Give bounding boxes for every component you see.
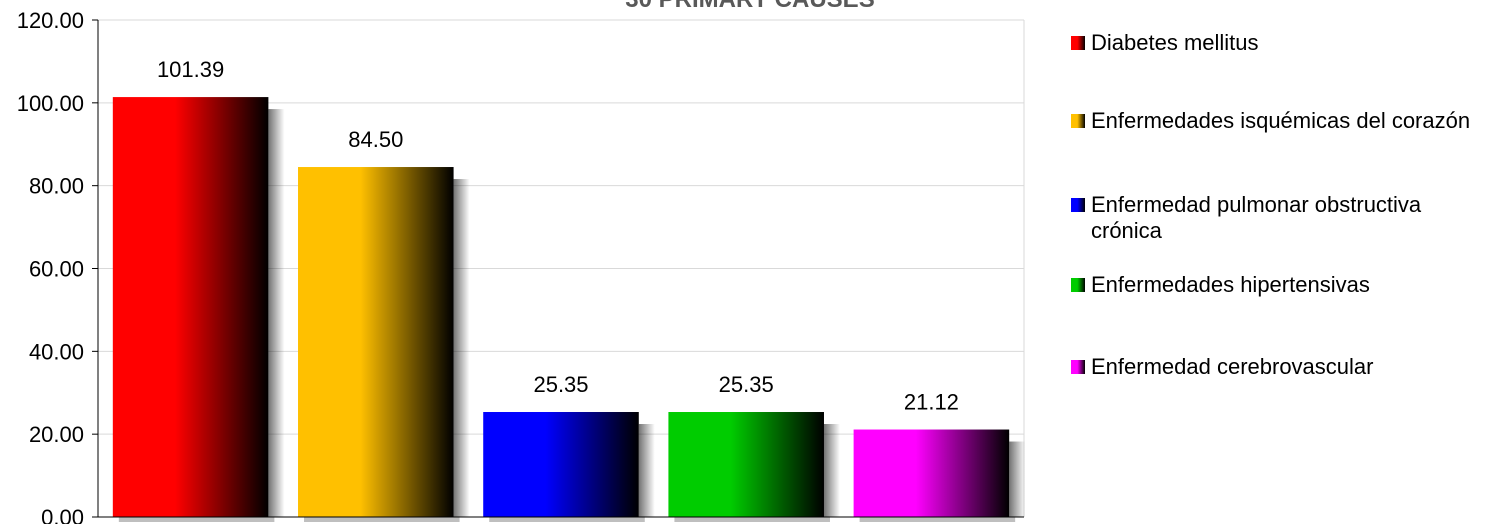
y-tick-labels: 0.00 20.00 40.00 60.00 80.00 100.00 120.00 (17, 8, 84, 524)
legend-label: Enfermedad cerebrovascular (1091, 354, 1374, 379)
data-labels: 101.39 84.50 25.35 25.35 21.12 (157, 57, 959, 414)
legend-swatch (1071, 360, 1085, 374)
bar-shadow (823, 424, 840, 517)
legend-swatch (1071, 198, 1085, 212)
axes (92, 19, 1024, 518)
bar-shadow-base (118, 517, 275, 522)
legend-label: Enfermedades isquémicas del corazón (1091, 108, 1471, 133)
bar-shadow (453, 179, 470, 517)
legend-swatch (1071, 278, 1085, 292)
data-label: 84.50 (348, 127, 403, 152)
y-tick-label: 60.00 (29, 257, 84, 282)
bar-shadow-base (674, 517, 830, 522)
bar-shadow-base (304, 517, 460, 522)
bar (112, 97, 269, 517)
legend-label: Enfermedad pulmonar obstructiva crónica (1091, 192, 1422, 243)
data-label: 101.39 (157, 57, 224, 82)
y-tick-label: 40.00 (29, 339, 84, 364)
bar-shadow (268, 109, 285, 517)
bar-shadow-base (489, 517, 645, 522)
bar-shadows (118, 109, 1026, 522)
bars (112, 97, 1010, 517)
y-tick-label: 0.00 (41, 505, 84, 524)
legend-label: Diabetes mellitus (1091, 30, 1259, 55)
y-tick-label: 20.00 (29, 422, 84, 447)
legend-item-cerebrovascular: Enfermedad cerebrovascular (1071, 354, 1491, 380)
bar (668, 412, 824, 517)
bar (853, 429, 1010, 517)
bar-shadow (1009, 441, 1026, 517)
legend-swatch (1071, 36, 1085, 50)
y-tick-label: 120.00 (17, 8, 84, 33)
bar-shadow-base (859, 517, 1016, 522)
legend-swatch (1071, 114, 1085, 128)
data-label: 25.35 (719, 372, 774, 397)
y-tick-label: 80.00 (29, 174, 84, 199)
legend-item-hipertensivas: Enfermedades hipertensivas (1071, 272, 1491, 298)
bar (298, 167, 454, 517)
chart-title: 30 PRIMARY CAUSES (560, 0, 940, 14)
legend-label: Enfermedades hipertensivas (1091, 272, 1370, 297)
legend-item-diabetes: Diabetes mellitus (1071, 30, 1491, 56)
y-tick-label: 100.00 (17, 91, 84, 116)
bar (483, 412, 639, 517)
legend-item-epoc: Enfermedad pulmonar obstructiva crónica (1071, 192, 1491, 244)
data-label: 21.12 (904, 390, 959, 415)
data-label: 25.35 (533, 372, 588, 397)
legend-item-isquemicas: Enfermedades isquémicas del corazón (1071, 108, 1491, 134)
bar-shadow (638, 424, 655, 517)
